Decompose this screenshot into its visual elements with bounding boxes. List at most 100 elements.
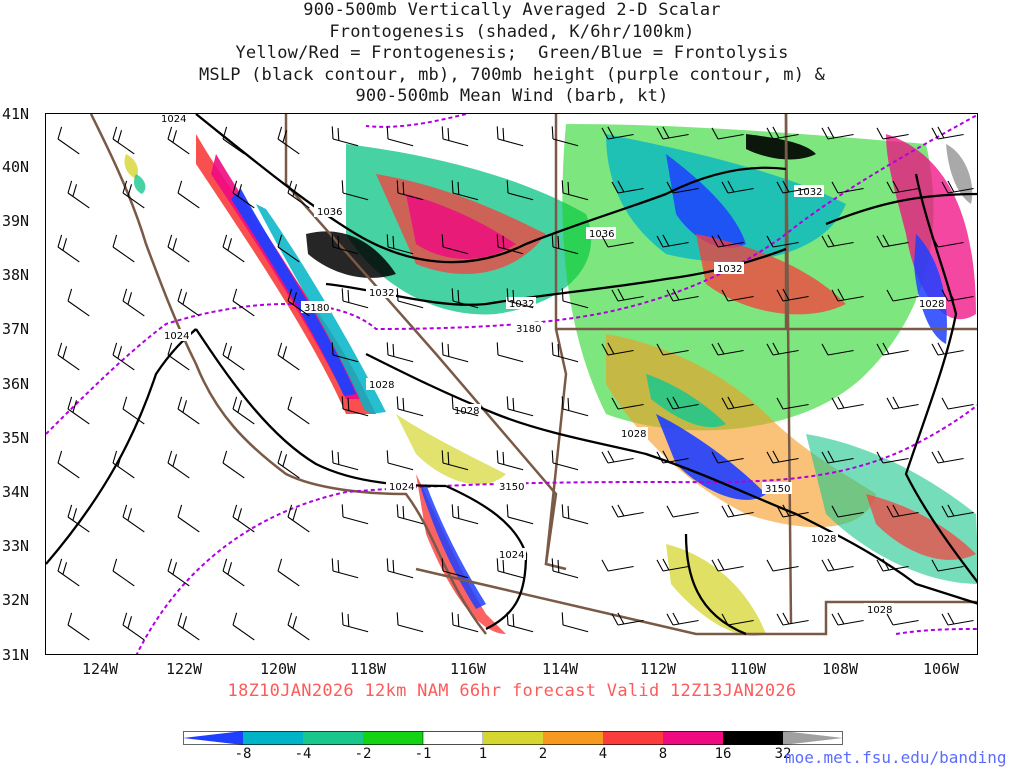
frontogenesis-shading xyxy=(124,124,977,636)
wind-barb xyxy=(331,450,359,471)
colorbar-segment xyxy=(603,731,663,745)
wind-barb xyxy=(886,504,919,518)
mslp-label: 1032 xyxy=(797,187,822,198)
wind-barb xyxy=(506,612,534,633)
mslp-1024-west xyxy=(46,328,197,565)
mslp-label: 1024 xyxy=(389,482,414,493)
colorbar-segment xyxy=(422,731,484,745)
wind-barb xyxy=(386,234,414,255)
wind-barb xyxy=(277,558,300,587)
colorbar-label: -1 xyxy=(414,746,432,762)
wind-barb xyxy=(666,505,699,518)
wind-barb xyxy=(67,504,90,533)
wind-barb xyxy=(122,180,145,209)
wind-barb xyxy=(831,181,864,194)
title-line-1: 900-500mb Vertically Averaged 2-D Scalar xyxy=(303,0,721,20)
state-borders xyxy=(89,114,977,636)
lon-label-116w: 116W xyxy=(449,660,487,678)
colorbar-label: 32 xyxy=(774,746,792,762)
lat-label-38n: 38N xyxy=(2,266,30,284)
wind-barb xyxy=(711,127,744,140)
map-canvas: 1036 1036 1032 1032 1032 1032 1028 1028 … xyxy=(46,114,977,654)
wind-barb xyxy=(167,234,190,263)
wind-barb xyxy=(776,612,809,626)
wind-barb xyxy=(666,181,699,194)
wind-barb xyxy=(551,234,579,255)
wind-barb xyxy=(551,342,579,363)
wind-barb xyxy=(496,234,524,255)
colorbar-label: 4 xyxy=(598,746,608,762)
wind-barb xyxy=(941,504,974,518)
chart-title: 900-500mb Vertically Averaged 2-D Scalar… xyxy=(0,0,1024,108)
wind-barb xyxy=(656,450,689,464)
wind-barb xyxy=(112,234,135,263)
mslp-label: 1024 xyxy=(499,550,524,561)
height-label: 3150 xyxy=(765,484,790,495)
colorbar-label: -8 xyxy=(234,746,252,762)
wind-barb xyxy=(167,126,190,155)
lon-label-124w: 124W xyxy=(81,660,119,678)
wind-barb xyxy=(561,288,589,309)
wind-barb xyxy=(331,126,359,147)
colorbar-segment xyxy=(243,731,303,745)
mslp-1036 xyxy=(195,114,787,264)
wind-barb xyxy=(876,234,909,248)
wind-barb xyxy=(451,288,479,309)
wind-barb xyxy=(941,612,974,626)
wind-barb xyxy=(611,612,644,626)
lat-label-35n: 35N xyxy=(2,429,30,447)
wind-barb xyxy=(441,450,469,471)
wind-barb xyxy=(551,450,579,471)
mslp-label: 1036 xyxy=(589,229,614,240)
title-line-2: Frontogenesis (shaded, K/6hr/100km) xyxy=(329,21,695,42)
wind-barb xyxy=(766,126,799,140)
us-mexico-border xyxy=(415,567,977,636)
colorbar-segment xyxy=(303,731,363,745)
wind-barb xyxy=(656,234,689,248)
mslp-label: 1028 xyxy=(621,429,646,440)
wind-barb xyxy=(57,342,80,371)
wind-barb xyxy=(931,235,964,248)
wind-barb xyxy=(67,180,90,209)
wind-barb xyxy=(721,613,754,626)
wind-barb xyxy=(721,289,754,302)
title-line-5: 900-500mb Mean Wind (barb, kt) xyxy=(355,86,669,106)
height-label: 3150 xyxy=(499,482,524,493)
wind-barb xyxy=(721,180,754,194)
mslp-label: 1032 xyxy=(717,264,742,275)
height-contour-3180 xyxy=(46,114,977,435)
lon-label-112w: 112W xyxy=(639,660,677,678)
wind-barb xyxy=(776,288,809,302)
lon-label-106w: 106W xyxy=(922,660,960,678)
wind-barb xyxy=(341,288,369,309)
wind-barb xyxy=(386,342,414,363)
lon-label-120w: 120W xyxy=(259,660,297,678)
ca-nv-border xyxy=(284,114,567,571)
wind-barb xyxy=(277,450,300,479)
wind-barb xyxy=(277,342,300,371)
wind-barb xyxy=(941,288,974,302)
wind-barb xyxy=(341,396,369,417)
colorbar-label: 1 xyxy=(478,746,488,762)
wind-barb xyxy=(876,342,909,356)
wind-barb xyxy=(551,558,579,579)
wind-barb xyxy=(666,288,699,302)
height-contour-3150 xyxy=(135,404,977,654)
wind-barb xyxy=(886,396,919,410)
wind-barb xyxy=(776,504,809,518)
mslp-label: 1028 xyxy=(919,299,944,310)
colorbar-segment xyxy=(723,731,783,745)
wind-barb xyxy=(57,450,80,479)
wind-barb xyxy=(122,504,145,533)
wind-barb xyxy=(611,504,644,518)
wind-barb xyxy=(396,504,424,525)
wind-barb xyxy=(396,180,424,201)
height-label: 3180 xyxy=(304,303,329,314)
wind-barb xyxy=(222,234,245,263)
wind-barb xyxy=(611,180,644,194)
wind-barb xyxy=(331,558,359,579)
colorbar-segment xyxy=(783,731,843,745)
wind-barb xyxy=(721,504,754,518)
wind-barb xyxy=(441,342,469,363)
wind-barb xyxy=(721,396,754,410)
